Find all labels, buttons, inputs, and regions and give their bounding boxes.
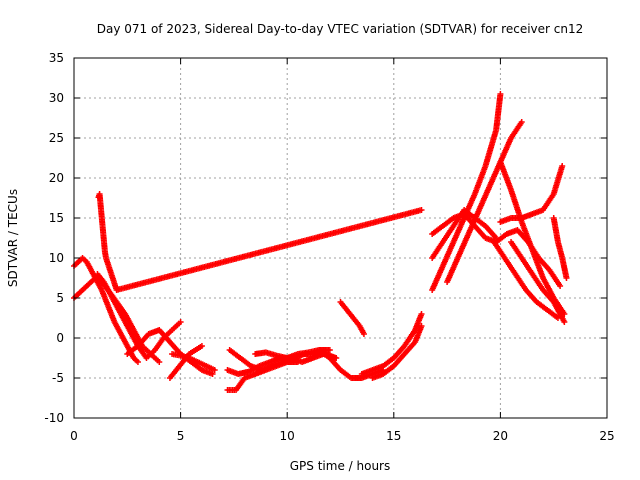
series-midday-d <box>252 347 333 361</box>
data-point <box>211 367 218 373</box>
data-point <box>360 331 367 337</box>
grid <box>74 58 607 418</box>
series-late-a <box>497 159 568 317</box>
data-point <box>198 343 205 349</box>
series-afternoon-d <box>369 323 425 381</box>
series-pre-dawn-a <box>71 255 141 365</box>
data-point <box>418 207 425 213</box>
y-tick-label: 5 <box>56 291 64 305</box>
series-afternoon-b <box>337 299 367 337</box>
data-point <box>134 359 141 365</box>
series-outliers <box>95 191 425 293</box>
data-series <box>71 91 570 393</box>
data-point <box>557 283 564 289</box>
series-late-b <box>491 239 561 321</box>
y-tick-label: 10 <box>49 251 64 265</box>
data-point <box>497 91 504 97</box>
data-point <box>559 163 566 169</box>
data-point <box>561 319 568 325</box>
data-point <box>177 319 184 325</box>
chart-title: Day 071 of 2023, Sidereal Day-to-day VTE… <box>97 22 584 36</box>
data-point <box>518 119 525 125</box>
data-point <box>418 311 425 317</box>
y-tick-label: 35 <box>49 51 64 65</box>
x-tick-label: 20 <box>493 429 508 443</box>
x-tick-label: 15 <box>386 429 401 443</box>
data-point <box>326 347 333 353</box>
y-tick-label: 15 <box>49 211 64 225</box>
data-point <box>294 359 301 365</box>
x-tick-label: 5 <box>177 429 185 443</box>
data-point <box>156 359 163 365</box>
x-tick-label: 25 <box>599 429 614 443</box>
y-tick-label: 20 <box>49 171 64 185</box>
y-tick-label: 25 <box>49 131 64 145</box>
series-afternoon-c <box>358 311 425 377</box>
y-tick-label: 0 <box>56 331 64 345</box>
y-tick-label: -5 <box>52 371 64 385</box>
data-point <box>563 275 570 281</box>
series-morning-c <box>169 351 218 373</box>
y-axis-label: SDTVAR / TECUs <box>6 189 20 287</box>
data-point <box>418 323 425 329</box>
x-tick-label: 10 <box>280 429 295 443</box>
series-pre-dawn-c <box>94 271 184 361</box>
series-late-c <box>497 163 566 225</box>
series-late-d <box>550 215 570 281</box>
plot-frame <box>73 57 608 419</box>
axes: 0 5 10 15 20 25 -10 -5 0 5 10 15 20 25 30 35 <box>44 51 614 443</box>
series-evening-rise-b <box>444 119 525 285</box>
x-axis-label: GPS time / hours <box>290 459 391 473</box>
x-tick-label: 0 <box>70 429 78 443</box>
series-late-e <box>508 239 568 325</box>
series-evening-rise-a <box>429 91 504 293</box>
series-midday-c <box>224 359 301 393</box>
y-tick-label: 30 <box>49 91 64 105</box>
y-tick-label: -10 <box>44 411 64 425</box>
